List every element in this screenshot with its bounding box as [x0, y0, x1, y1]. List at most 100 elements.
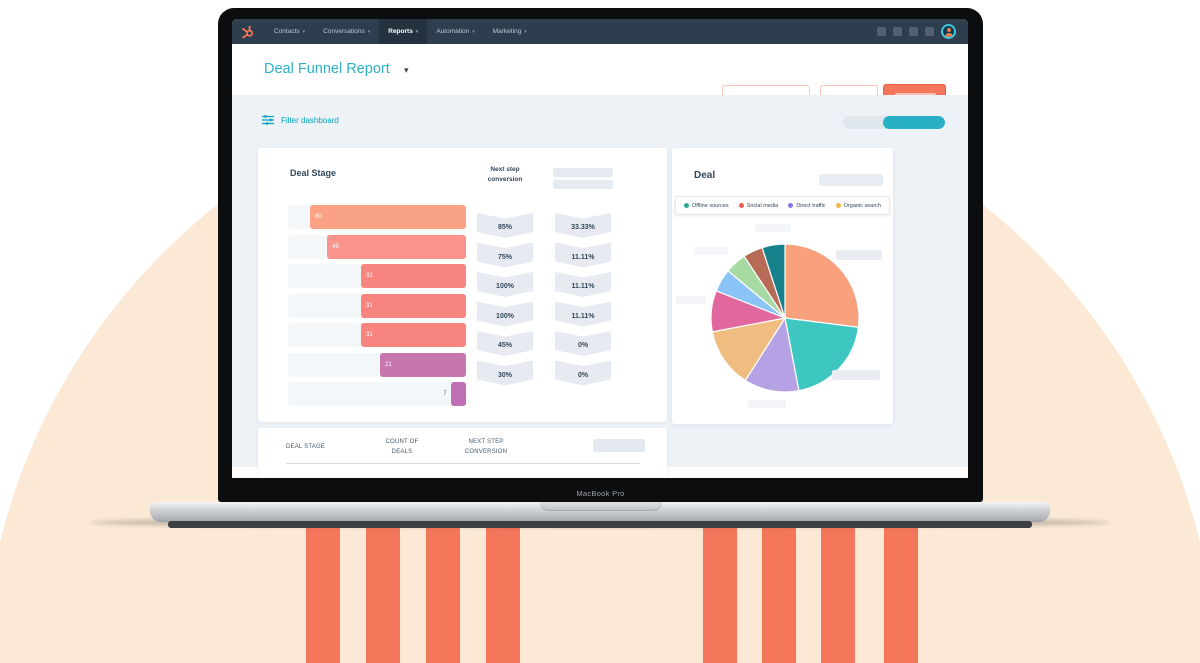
- table-divider: [286, 463, 640, 464]
- legend-item-organic-search[interactable]: Organic search: [835, 202, 881, 209]
- funnel-bar: 31: [360, 264, 466, 288]
- next-step-conversion-badge: 100%: [477, 301, 533, 327]
- background-stripe: [703, 527, 737, 663]
- table-header-deal-stage: DEAL STAGE: [286, 444, 326, 450]
- funnel-row: 31: [288, 264, 466, 288]
- funnel-bar: 31: [360, 293, 466, 318]
- nav-item-marketing[interactable]: Marketing ▾: [484, 19, 536, 44]
- background-stripe: [426, 527, 460, 663]
- funnel-bar: 60: [310, 205, 466, 229]
- filter-dashboard-link[interactable]: Filter dashboard: [262, 115, 339, 125]
- nav-item-label: Marketing: [492, 28, 522, 35]
- filter-icon: [262, 115, 274, 125]
- funnel-bar: 49: [327, 234, 466, 259]
- funnel-row: 21: [288, 352, 466, 377]
- nav-item-reports[interactable]: Reports ▾: [379, 19, 428, 44]
- next-step-conversion-badge: 85%: [477, 213, 533, 238]
- page-title[interactable]: Deal Funnel Report: [264, 61, 390, 77]
- chevron-down-icon: ▾: [367, 28, 371, 35]
- deal-pie-card: Deal Offline sources Social media Direct t…: [672, 148, 893, 424]
- chevron-down-icon: ▾: [302, 28, 306, 35]
- nav-item-label: Contacts: [274, 28, 300, 35]
- legend-dot-icon: [738, 203, 744, 208]
- conversion-rate-badge: 11.11%: [555, 301, 611, 327]
- table-header-placeholder: [593, 439, 645, 452]
- funnel-bar: 21: [380, 352, 466, 377]
- pie-slice: [784, 243, 860, 328]
- nav-item-conversations[interactable]: Conversations ▾: [314, 19, 379, 44]
- laptop-base-underside: [168, 521, 1032, 528]
- conversion-rate-badge: 0%: [555, 331, 611, 356]
- next-step-conversion-badge: 100%: [477, 272, 533, 297]
- conversion-rate-badge: 0%: [555, 360, 611, 386]
- pie-label-placeholder: [836, 250, 882, 260]
- legend-item-offline-sources[interactable]: Offline sources: [684, 203, 729, 209]
- chevron-down-icon: ▾: [524, 28, 527, 35]
- hubspot-logo-icon[interactable]: [241, 25, 255, 39]
- navbar-right-icons: [877, 24, 968, 39]
- column-header-placeholder: [553, 168, 613, 192]
- legend-label: Social media: [746, 202, 779, 209]
- legend-item-direct-traffic[interactable]: Direct traffic: [788, 203, 826, 209]
- navbar-icon-placeholder[interactable]: [909, 27, 918, 36]
- legend-label: Offline sources: [692, 202, 729, 209]
- nav-item-automation[interactable]: Automation ▾: [427, 19, 483, 44]
- pie-chart-title: Deal: [694, 170, 716, 181]
- funnel-row: 7: [288, 382, 466, 406]
- background-stripe: [884, 527, 918, 663]
- pie-slice: [761, 243, 786, 319]
- funnel-row: 31: [288, 293, 466, 318]
- background-stripe: [366, 527, 400, 663]
- funnel-bar-value: 7: [443, 391, 447, 397]
- pie-label-placeholder: [694, 247, 728, 255]
- legend-dot-icon: [788, 203, 794, 208]
- funnel-row: 60: [288, 205, 466, 229]
- deal-table-card: DEAL STAGE COUNT OF DEALS NEXT STEP CONV…: [258, 428, 667, 478]
- pie-chart: [710, 243, 860, 393]
- filter-dashboard-label: Filter dashboard: [281, 115, 339, 125]
- next-step-conversion-badge: 75%: [477, 242, 533, 268]
- pie-label-placeholder: [676, 296, 706, 304]
- pie-label-placeholder: [755, 224, 791, 232]
- navbar-icon-placeholder[interactable]: [877, 27, 886, 36]
- view-toggle[interactable]: [843, 116, 945, 129]
- chevron-down-icon: ▾: [472, 28, 475, 35]
- funnel-row: 49: [288, 234, 466, 259]
- legend-item-social-media[interactable]: Social media: [738, 202, 779, 209]
- navbar-icon-placeholder[interactable]: [925, 27, 934, 36]
- deal-stage-card: Deal Stage Next step conversion 60 49 31 31…: [258, 148, 667, 422]
- conversion-rate-badge: 11.11%: [555, 242, 611, 268]
- legend-dot-icon: [835, 203, 841, 208]
- funnel-row: 31: [288, 323, 466, 347]
- next-step-conversion-badge: 30%: [477, 360, 533, 386]
- background-stripe: [306, 527, 340, 663]
- report-header: Deal Funnel Report ▾: [232, 44, 968, 106]
- table-header-next-step-conversion: NEXT STEP CONVERSION: [464, 439, 508, 455]
- navbar-icon-placeholder[interactable]: [893, 27, 902, 36]
- nav-item-contacts[interactable]: Contacts ▾: [265, 19, 314, 44]
- nav-item-label: Conversations: [323, 28, 365, 35]
- user-avatar[interactable]: [941, 24, 956, 39]
- screen: Contacts ▾ Conversations ▾ Reports ▾ Automatio…: [232, 19, 968, 478]
- funnel-bar: [451, 382, 466, 406]
- conversion-rate-badge: 33.33%: [555, 213, 611, 238]
- macbook-label: MacBook Pro: [576, 489, 625, 498]
- background-stripe: [821, 527, 855, 663]
- pie-legend: Offline sources Social media Direct traffi…: [675, 196, 890, 215]
- pie-label-placeholder: [748, 400, 786, 408]
- table-header-count-of-deals: COUNT OF DEALS: [385, 439, 419, 455]
- pie-slice: [784, 317, 860, 392]
- funnel-chart-title: Deal Stage: [290, 168, 337, 178]
- chevron-down-icon: ▾: [415, 28, 419, 35]
- laptop-base: [150, 502, 1050, 522]
- chevron-down-icon[interactable]: ▾: [404, 65, 409, 75]
- next-step-conversion-header: Next step conversion: [487, 166, 523, 183]
- background-stripe: [762, 527, 796, 663]
- legend-label: Organic search: [843, 202, 881, 209]
- pie-label-placeholder: [832, 370, 880, 380]
- funnel-track: [288, 382, 466, 406]
- pie-slice: [711, 317, 787, 382]
- pie-filter-placeholder: [819, 174, 883, 186]
- nav-item-label: Reports: [388, 28, 413, 35]
- laptop-hinge-notch: [540, 502, 662, 511]
